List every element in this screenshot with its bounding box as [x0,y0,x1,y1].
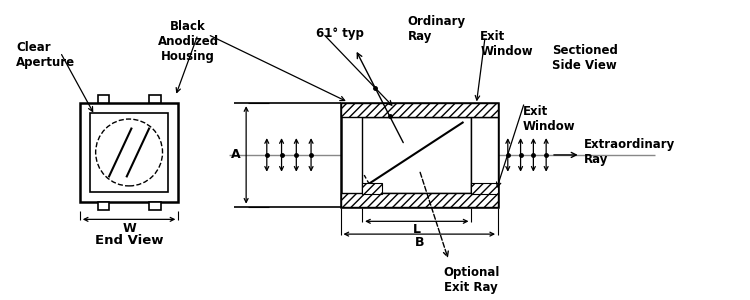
Bar [98,202,109,209]
Bar [340,193,498,207]
Text: Sectioned
Side View: Sectioned Side View [552,44,618,72]
Text: Ordinary
Ray: Ordinary Ray [407,15,466,43]
Text: Clear
Aperture: Clear Aperture [16,41,75,69]
Bar [80,103,178,202]
Bar [472,183,498,194]
Bar [340,103,498,117]
Bar [362,183,382,194]
Text: B: B [415,236,424,249]
Bar [90,113,169,192]
Bar [98,95,109,103]
Text: A: A [230,148,240,161]
Text: Exit
Window: Exit Window [480,29,533,58]
Text: W: W [122,222,136,235]
Text: Exit
Window: Exit Window [523,105,575,133]
Text: Optional
Exit Ray: Optional Exit Ray [444,266,500,294]
Bar [472,117,498,193]
Text: L: L [413,223,421,236]
Text: 61° typ: 61° typ [316,27,364,40]
Text: End View: End View [94,234,164,247]
Text: Extraordinary
Ray: Extraordinary Ray [584,138,675,166]
Text: Black
Anodized
Housing: Black Anodized Housing [158,20,219,63]
Bar [148,95,160,103]
Bar [362,117,472,193]
Bar [340,103,498,207]
Bar [148,202,160,209]
